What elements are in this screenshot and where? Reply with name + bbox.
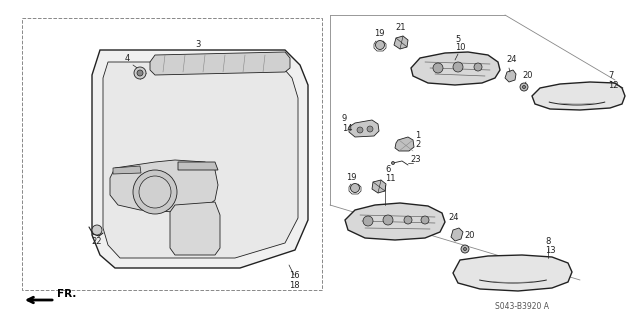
Polygon shape: [451, 228, 463, 241]
Polygon shape: [394, 36, 408, 49]
Circle shape: [133, 170, 177, 214]
Polygon shape: [532, 82, 625, 110]
Text: 19: 19: [374, 29, 385, 38]
Bar: [22, 18, 322, 290]
Circle shape: [137, 70, 143, 76]
Text: 2: 2: [415, 140, 420, 149]
Circle shape: [463, 248, 467, 250]
Polygon shape: [349, 120, 379, 137]
Text: 6: 6: [385, 165, 390, 174]
Text: FR.: FR.: [57, 289, 76, 299]
Polygon shape: [170, 202, 220, 255]
Text: 20: 20: [522, 71, 532, 80]
Circle shape: [453, 62, 463, 72]
Circle shape: [433, 63, 443, 73]
Circle shape: [383, 215, 393, 225]
Text: 20: 20: [464, 231, 474, 240]
Circle shape: [474, 63, 482, 71]
Polygon shape: [150, 52, 290, 75]
Circle shape: [363, 216, 373, 226]
Text: 21: 21: [395, 23, 406, 32]
Circle shape: [92, 225, 102, 235]
Circle shape: [139, 176, 171, 208]
Circle shape: [392, 161, 394, 165]
Text: 10: 10: [455, 43, 465, 52]
Circle shape: [520, 83, 528, 91]
Text: 24: 24: [448, 213, 458, 222]
Polygon shape: [103, 62, 298, 258]
Polygon shape: [345, 203, 445, 240]
Text: 9: 9: [342, 114, 348, 123]
Polygon shape: [395, 137, 414, 151]
Text: 18: 18: [289, 281, 300, 290]
Polygon shape: [453, 255, 572, 291]
Text: 3: 3: [195, 40, 200, 49]
Polygon shape: [92, 50, 308, 268]
Text: 14: 14: [342, 124, 353, 133]
Polygon shape: [372, 180, 386, 193]
Circle shape: [367, 126, 373, 132]
Circle shape: [404, 216, 412, 224]
Text: 4: 4: [125, 54, 131, 63]
Text: 23: 23: [410, 155, 420, 164]
Polygon shape: [411, 52, 500, 85]
Circle shape: [357, 127, 363, 133]
Text: 22: 22: [92, 237, 102, 246]
Text: 8: 8: [545, 237, 550, 246]
Text: 24: 24: [506, 55, 516, 64]
Text: S043-B3920 A: S043-B3920 A: [495, 302, 549, 311]
Circle shape: [376, 41, 385, 49]
Text: 16: 16: [289, 271, 300, 280]
Polygon shape: [110, 160, 218, 212]
Polygon shape: [178, 162, 218, 170]
Text: 1: 1: [415, 131, 420, 140]
Circle shape: [461, 245, 469, 253]
Circle shape: [421, 216, 429, 224]
Text: 7: 7: [608, 71, 613, 80]
Circle shape: [134, 67, 146, 79]
Text: 12: 12: [608, 81, 618, 90]
Text: 11: 11: [385, 174, 396, 183]
Circle shape: [522, 85, 525, 88]
Polygon shape: [505, 70, 516, 82]
Text: 19: 19: [346, 173, 356, 182]
Text: 13: 13: [545, 246, 556, 255]
Polygon shape: [113, 166, 141, 174]
Circle shape: [351, 183, 360, 192]
Text: 5: 5: [455, 35, 460, 44]
